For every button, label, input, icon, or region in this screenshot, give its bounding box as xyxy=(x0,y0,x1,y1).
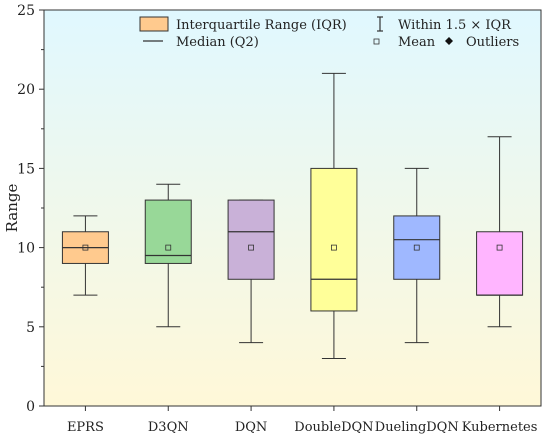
legend-whisker-icon xyxy=(377,16,383,32)
plot-background xyxy=(44,10,541,406)
box-doubledqn xyxy=(310,72,358,359)
legend-outlier-label: Outliers xyxy=(466,35,519,50)
box-dqn xyxy=(227,199,275,344)
x-tick-label: Kubernetes xyxy=(462,420,538,435)
y-tick-label: 5 xyxy=(26,320,35,336)
x-tick-label: DQN xyxy=(235,420,267,435)
legend-outlier-icon xyxy=(445,37,453,45)
box-duelingdqn xyxy=(393,167,441,344)
mean-marker xyxy=(82,244,89,251)
mean-marker xyxy=(496,244,503,251)
y-tick-label: 15 xyxy=(17,161,35,177)
x-tick-label: EPRS xyxy=(67,420,104,435)
y-tick-label: 0 xyxy=(26,399,35,415)
iqr-box xyxy=(227,199,275,280)
y-tick-label: 20 xyxy=(17,82,35,98)
iqr-box xyxy=(144,199,192,264)
legend-mean-label: Mean xyxy=(398,35,436,50)
axis-layer: 0 5 10 15 20 25 EPRS D3QN DQN DoubleDQN DuelingDQN… xyxy=(17,3,537,435)
boxes-layer xyxy=(61,72,524,359)
legend-iqr-label: Interquartile Range (IQR) xyxy=(176,18,347,33)
legend-median-label: Median (Q2) xyxy=(176,35,259,50)
iqr-box xyxy=(310,167,358,312)
iqr-box xyxy=(476,231,524,296)
x-tick-label: DoubleDQN xyxy=(294,420,373,435)
y-tick-label: 25 xyxy=(17,3,35,19)
mean-marker xyxy=(413,244,420,251)
legend-whisker-label: Within 1.5 × IQR xyxy=(398,18,512,33)
x-tick-label: DuelingDQN xyxy=(375,420,459,435)
y-tick-label: 10 xyxy=(17,241,35,257)
box-d3qn xyxy=(144,183,192,328)
legend-iqr-swatch xyxy=(139,16,169,32)
mean-marker xyxy=(165,244,172,251)
mean-marker xyxy=(248,244,254,251)
legend: Interquartile Range (IQR) Within 1.5 × I… xyxy=(139,16,519,50)
box-eprs xyxy=(61,215,109,296)
plot-frame xyxy=(43,9,542,407)
iqr-box xyxy=(393,215,441,280)
y-axis-label: Range xyxy=(3,184,21,233)
mean-marker xyxy=(331,244,337,251)
x-tick-label: D3QN xyxy=(148,420,189,435)
box-kubernetes xyxy=(476,136,524,328)
legend-mean-icon xyxy=(373,38,380,45)
